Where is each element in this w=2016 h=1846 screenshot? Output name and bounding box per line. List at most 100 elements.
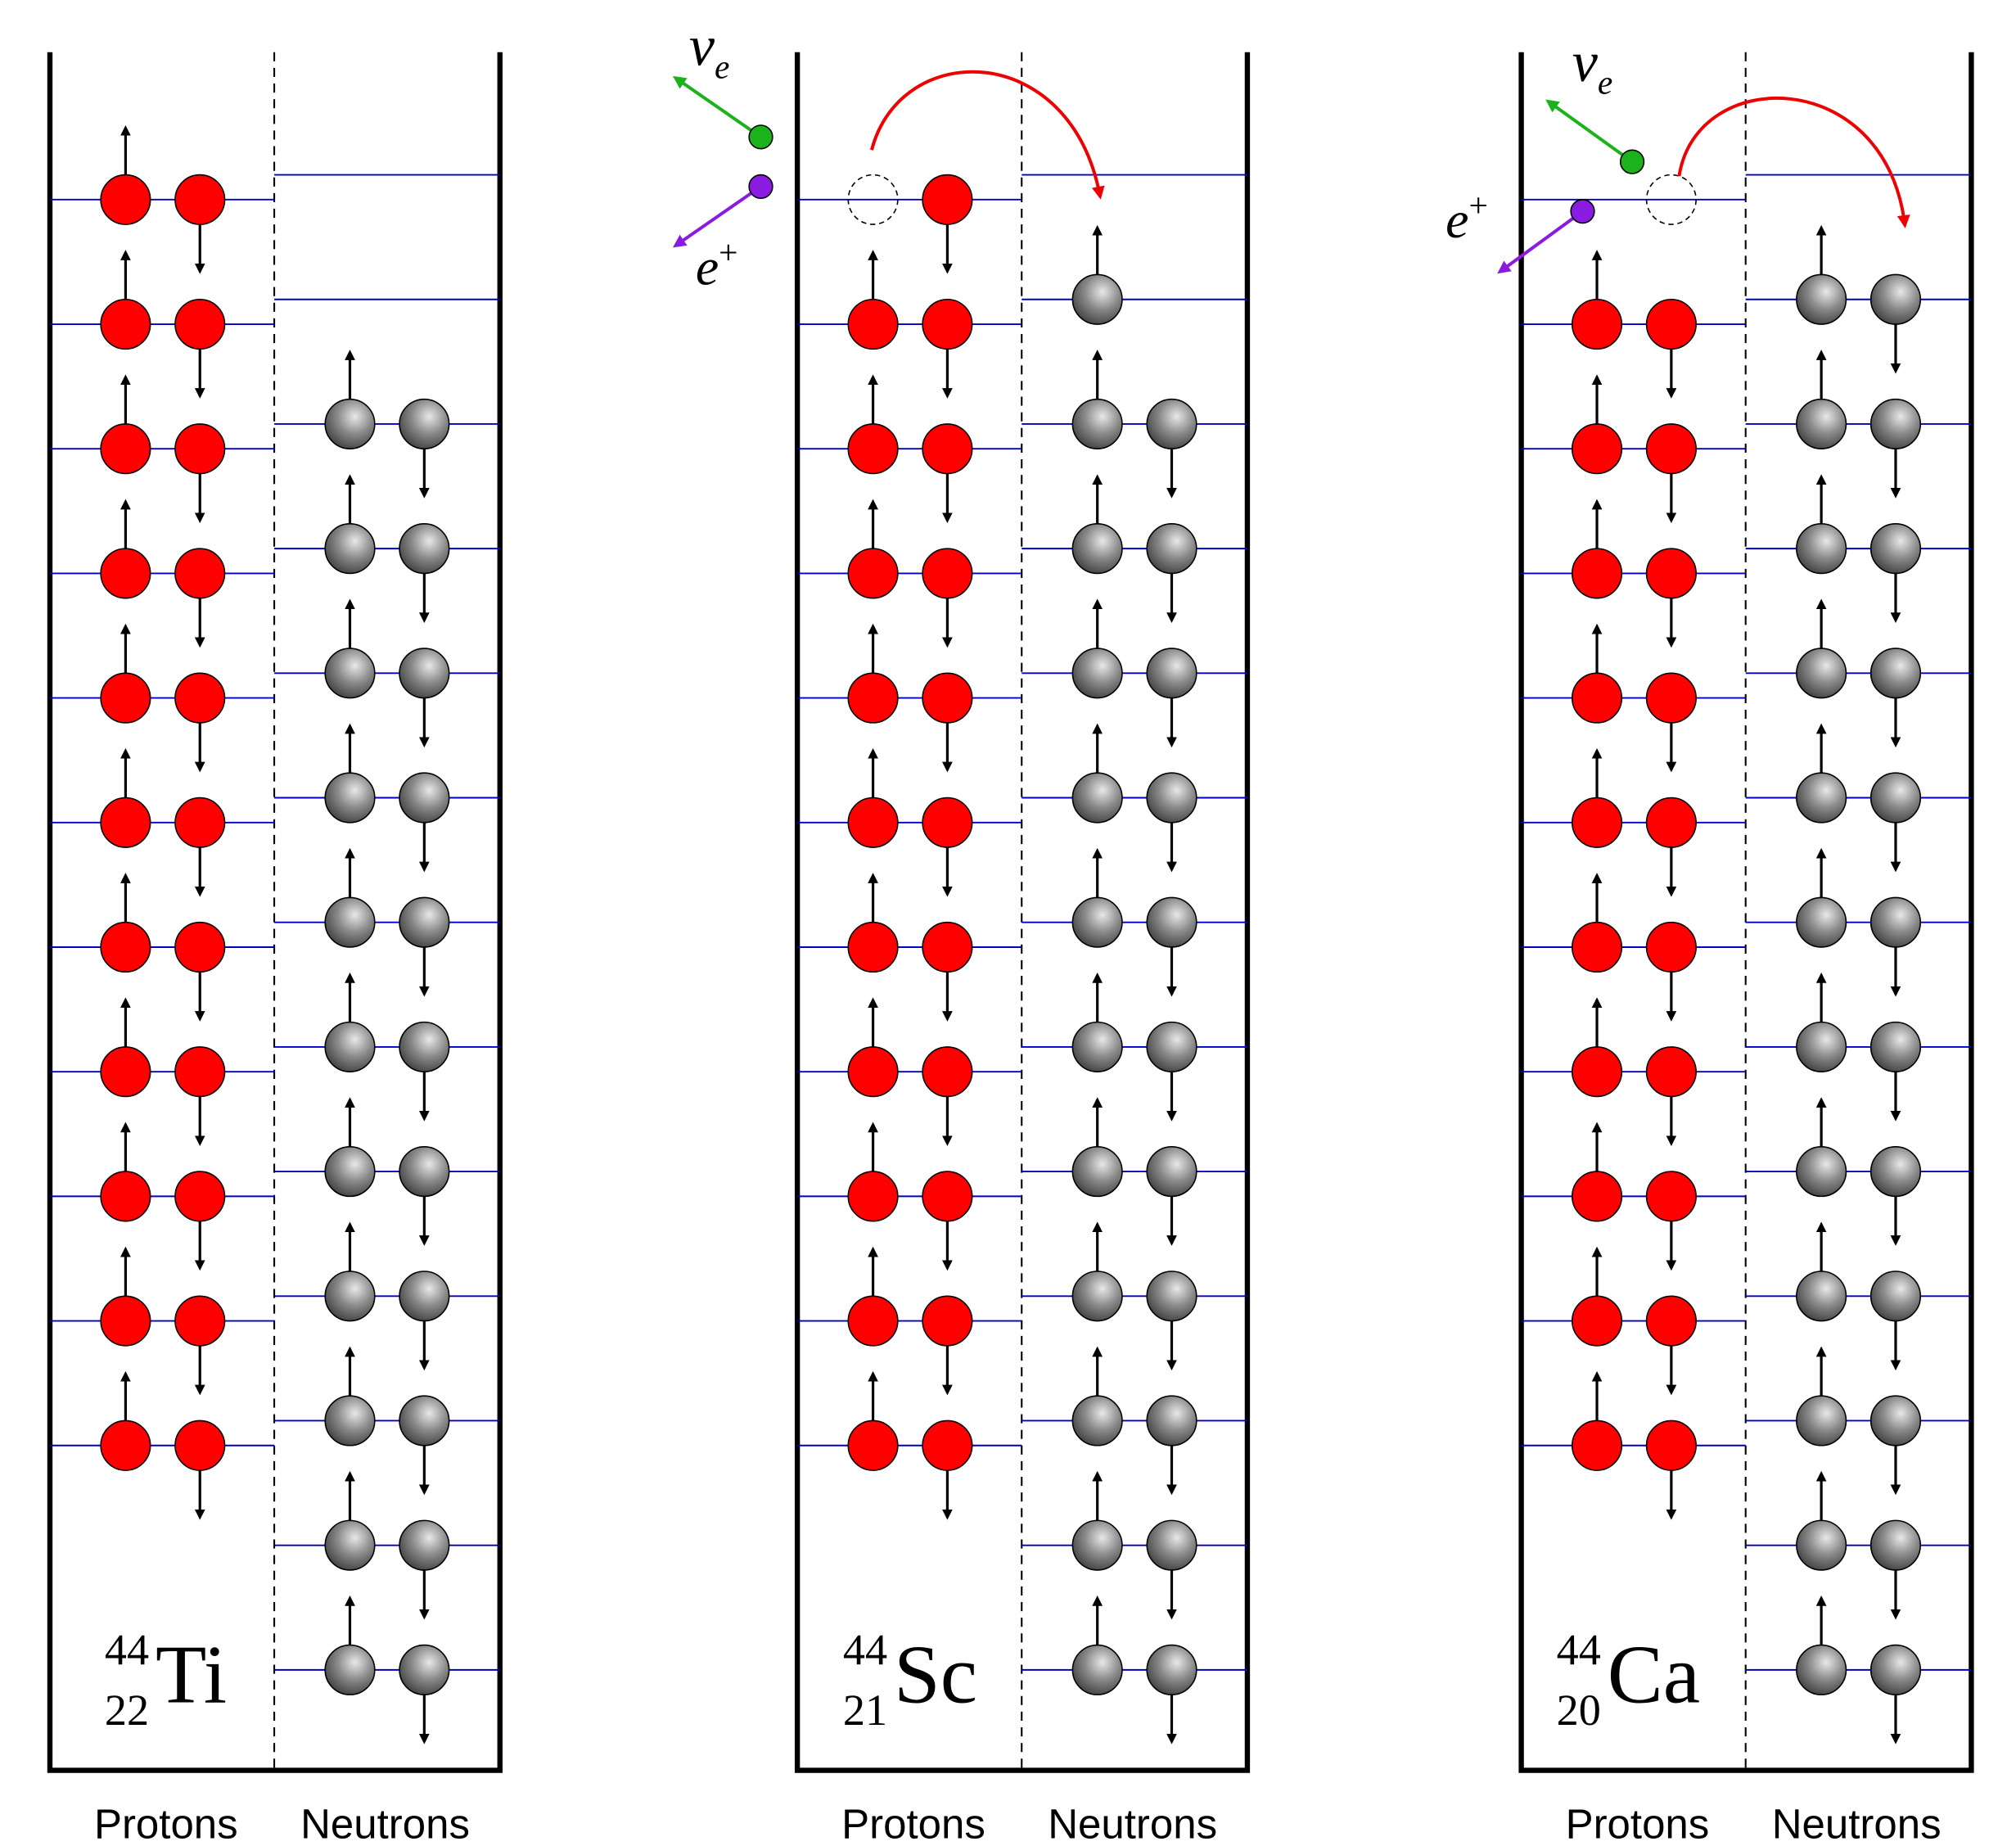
neutron <box>324 1644 376 1695</box>
neutrino-label: νe <box>689 16 730 86</box>
proton <box>1645 298 1697 350</box>
neutrino <box>748 124 773 150</box>
neutron <box>324 1395 376 1447</box>
neutron <box>1869 648 1922 699</box>
positron-path <box>672 185 762 248</box>
proton <box>922 1419 973 1471</box>
neutron <box>399 648 450 699</box>
neutron <box>1796 772 1847 824</box>
neutrino-symbol: ν <box>689 16 715 79</box>
neutron <box>399 896 450 948</box>
atomic-number: 22 <box>105 1686 149 1735</box>
neutron <box>1796 1021 1847 1072</box>
neutron <box>324 1146 376 1198</box>
proton <box>1571 1295 1623 1347</box>
positron-superscript: + <box>1468 187 1487 224</box>
neutron <box>1146 398 1197 450</box>
neutron <box>324 523 376 575</box>
proton <box>100 1046 151 1098</box>
proton <box>1645 1046 1697 1098</box>
well <box>1518 52 1974 1773</box>
positron-superscript: + <box>719 233 737 271</box>
proton <box>1571 1171 1623 1222</box>
neutron <box>399 1021 450 1072</box>
proton <box>1571 672 1623 724</box>
proton <box>922 1295 973 1347</box>
atomic-number: 20 <box>1557 1686 1601 1735</box>
neutron <box>1796 896 1847 948</box>
vacancy <box>1645 174 1697 225</box>
neutron <box>324 896 376 948</box>
neutrino-path <box>1545 99 1634 164</box>
proton <box>1571 423 1623 475</box>
positron-path <box>1497 210 1584 274</box>
neutron <box>1146 772 1197 824</box>
proton <box>1571 921 1623 973</box>
neutron <box>399 398 450 450</box>
neutron <box>1146 648 1197 699</box>
positron <box>1570 199 1595 224</box>
proton <box>1571 797 1623 848</box>
proton <box>922 921 973 973</box>
proton <box>1645 548 1697 599</box>
element-symbol: Ti <box>156 1629 227 1722</box>
neutrino-symbol: ν <box>1572 31 1599 94</box>
neutron <box>399 1395 450 1447</box>
element-symbol: Ca <box>1608 1629 1700 1722</box>
neutron <box>1796 273 1847 325</box>
proton <box>1571 1419 1623 1471</box>
proton <box>100 1171 151 1222</box>
neutron <box>1071 1146 1123 1198</box>
proton <box>1571 548 1623 599</box>
neutron <box>1869 772 1922 824</box>
neutrons-label: Neutrons <box>1048 1800 1217 1846</box>
neutron <box>1796 1146 1847 1198</box>
neutron <box>399 772 450 824</box>
neutron <box>1146 1271 1197 1322</box>
neutron <box>324 398 376 450</box>
neutron <box>1869 1519 1922 1571</box>
neutron <box>1869 1395 1922 1447</box>
element-symbol: Sc <box>894 1629 977 1722</box>
vacancy <box>847 174 899 225</box>
neutron <box>1146 1519 1197 1571</box>
proton <box>847 672 899 724</box>
proton <box>922 1171 973 1222</box>
well <box>794 52 1251 1773</box>
proton <box>100 672 151 724</box>
positron-symbol: e <box>1445 191 1468 249</box>
neutrino <box>1619 149 1645 174</box>
neutron <box>1869 1644 1922 1695</box>
mass-number: 44 <box>105 1625 149 1674</box>
proton <box>847 1046 899 1098</box>
proton <box>1571 298 1623 350</box>
proton <box>922 672 973 724</box>
proton <box>174 1295 226 1347</box>
proton <box>174 672 226 724</box>
positron <box>748 174 773 200</box>
neutron <box>399 1519 450 1571</box>
neutron <box>1869 523 1922 575</box>
protons-label: Protons <box>841 1800 985 1846</box>
neutron <box>1869 398 1922 450</box>
proton <box>922 174 973 225</box>
proton <box>1645 921 1697 973</box>
proton <box>922 1046 973 1098</box>
proton <box>922 797 973 848</box>
neutron <box>1796 1644 1847 1695</box>
neutron <box>399 1271 450 1322</box>
neutron <box>1146 1395 1197 1447</box>
proton <box>100 548 151 599</box>
neutrino-subscript: e <box>1598 64 1612 102</box>
proton <box>1645 672 1697 724</box>
positron-label: e+ <box>696 233 738 296</box>
proton <box>100 174 151 225</box>
proton <box>100 298 151 350</box>
positron-label: e+ <box>1445 187 1488 249</box>
neutron <box>1071 398 1123 450</box>
neutron <box>1071 1395 1123 1447</box>
neutron <box>324 1271 376 1322</box>
proton <box>174 548 226 599</box>
neutron <box>324 1021 376 1072</box>
